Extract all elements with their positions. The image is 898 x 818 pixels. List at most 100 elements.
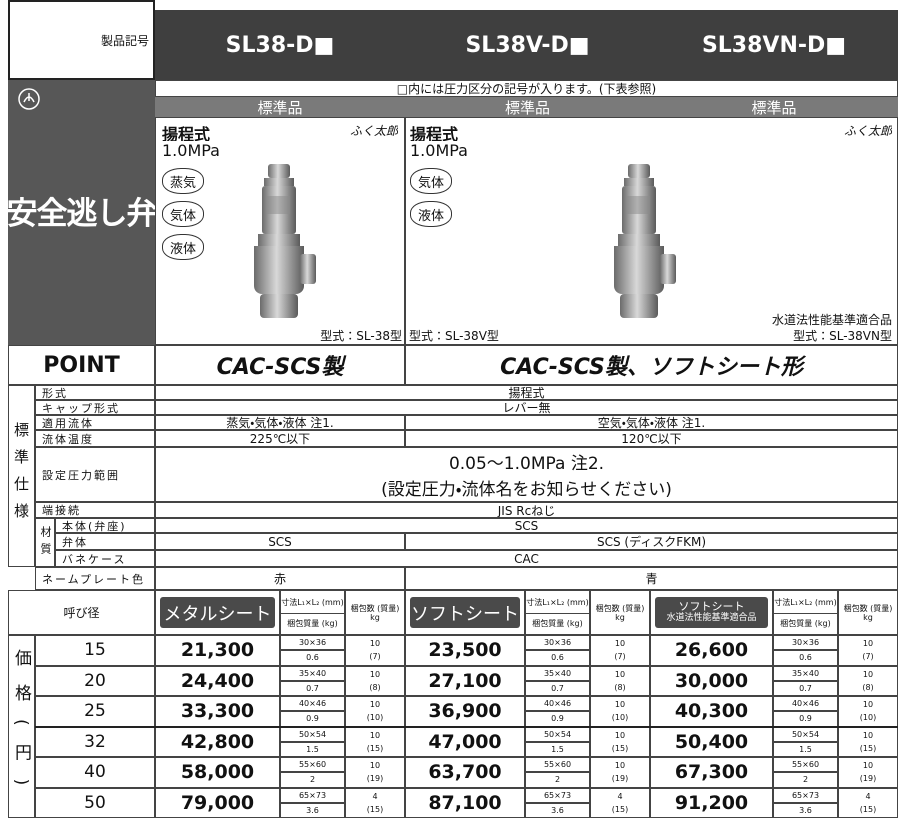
dims: 65×73 bbox=[525, 787, 590, 803]
pack-weight: (8) bbox=[862, 682, 874, 692]
spec-label: 端接続 bbox=[35, 502, 155, 518]
weight-label: 梱包質量 (kg) bbox=[525, 613, 590, 633]
pack: 10 bbox=[614, 761, 626, 771]
pack: 10 bbox=[369, 669, 381, 679]
dims: 55×60 bbox=[280, 757, 345, 773]
pack-cell bbox=[590, 635, 650, 666]
weight: 2 bbox=[280, 772, 345, 788]
seat-badge: ソフトシート bbox=[410, 597, 520, 628]
price: 79,000 bbox=[155, 787, 280, 818]
weight: 0.9 bbox=[525, 711, 590, 727]
spec-label: 適用流体 bbox=[35, 415, 155, 430]
spec-value: 225℃以下 bbox=[155, 430, 405, 447]
weight: 0.6 bbox=[280, 650, 345, 666]
spec-label: バネケース bbox=[55, 550, 155, 567]
standard-bar bbox=[155, 97, 898, 117]
spec-label: 形式 bbox=[35, 385, 155, 400]
spec-label: 弁体 bbox=[55, 533, 155, 550]
price: 36,900 bbox=[405, 696, 525, 727]
dims: 65×73 bbox=[280, 787, 345, 803]
pack: 10 bbox=[862, 639, 874, 649]
dim-label: 寸法L₁×L₂ (mm) bbox=[281, 597, 344, 607]
weight: 1.5 bbox=[280, 741, 345, 757]
dims: 35×40 bbox=[525, 665, 590, 681]
price: 87,100 bbox=[405, 787, 525, 818]
header-bar bbox=[155, 10, 898, 80]
dims: 35×40 bbox=[773, 665, 838, 681]
pack-weight: (8) bbox=[614, 682, 626, 692]
note: □内には圧力区分の記号が入ります。(下表参照) bbox=[155, 80, 898, 97]
price: 40,300 bbox=[650, 696, 773, 727]
price-head-cell bbox=[650, 590, 773, 635]
price: 42,800 bbox=[155, 726, 280, 757]
pack-weight: (10) bbox=[366, 713, 384, 723]
pack-weight: (19) bbox=[366, 774, 384, 784]
pack-weight: (15) bbox=[859, 804, 877, 814]
seat-badge: ソフトシート 水道法性能基準適合品 bbox=[655, 597, 768, 628]
dim-label: 寸法L₁×L₂ (mm) bbox=[774, 597, 837, 607]
spec-value: 揚程式 bbox=[155, 385, 898, 400]
standard-label: 標準品 bbox=[257, 98, 303, 117]
dims: 50×54 bbox=[525, 726, 590, 742]
weight: 0.7 bbox=[525, 680, 590, 696]
weight: 0.9 bbox=[280, 711, 345, 727]
pack-weight: (7) bbox=[369, 652, 381, 662]
valve-image bbox=[254, 164, 316, 318]
pack-weight: (7) bbox=[614, 652, 626, 662]
point-item: CAC-SCS製 bbox=[155, 345, 405, 385]
size: 32 bbox=[35, 726, 155, 757]
pack: 10 bbox=[862, 669, 874, 679]
standard-label: 標準品 bbox=[751, 98, 797, 117]
pack: 4 bbox=[372, 791, 378, 801]
product-type: 揚程式 bbox=[410, 125, 459, 141]
price: 27,100 bbox=[405, 665, 525, 696]
weight: 1.5 bbox=[773, 741, 838, 757]
category: 安全逃し弁 bbox=[8, 195, 155, 232]
pack-weight: (15) bbox=[611, 804, 629, 814]
spec-value: CAC bbox=[155, 550, 898, 567]
pack: 10 bbox=[369, 761, 381, 771]
spec-value: 蒸気・気体・液体 注1. bbox=[155, 415, 405, 430]
product-type: 揚程式 bbox=[162, 125, 211, 141]
price: 33,300 bbox=[155, 696, 280, 727]
dim-head-cell bbox=[280, 590, 345, 635]
pack: 10 bbox=[614, 669, 626, 679]
size: 20 bbox=[35, 665, 155, 696]
spec-value: レバー無 bbox=[155, 400, 898, 415]
pack-weight: (15) bbox=[366, 743, 384, 753]
standard-label: 標準品 bbox=[504, 98, 550, 117]
price: 24,400 bbox=[155, 665, 280, 696]
weight-label: 梱包質量 (kg) bbox=[280, 613, 345, 633]
logo bbox=[18, 88, 40, 110]
pack-weight: (15) bbox=[366, 804, 384, 814]
dims: 30×36 bbox=[280, 635, 345, 651]
weight: 3.6 bbox=[280, 802, 345, 818]
model-label: 型式：SL-38V型 bbox=[409, 329, 499, 343]
fluid-badge: 液体 bbox=[162, 234, 204, 260]
pack-cell bbox=[590, 665, 650, 696]
fluid-badge: 蒸気 bbox=[162, 168, 204, 194]
dims: 65×73 bbox=[773, 787, 838, 803]
spec-value-line: 0.05～1.0MPa 注2. bbox=[448, 454, 605, 475]
spec-value-line: (設定圧力・流体名をお知らせください) bbox=[381, 479, 672, 500]
pack-label: 梱包数 (質量) kg bbox=[590, 590, 650, 635]
spec-value: JIS Rcねじ bbox=[155, 502, 898, 518]
pack-weight: (10) bbox=[859, 713, 877, 723]
weight: 3.6 bbox=[773, 802, 838, 818]
dims: 50×54 bbox=[280, 726, 345, 742]
dims: 55×60 bbox=[525, 757, 590, 773]
spec-value: 120℃以下 bbox=[405, 430, 898, 447]
product-pressure: 1.0MPa bbox=[410, 141, 468, 160]
weight: 0.7 bbox=[773, 680, 838, 696]
pack-label: 梱包数 (質量) kg bbox=[838, 590, 898, 635]
pack: 4 bbox=[617, 791, 623, 801]
spec-value: 青 bbox=[405, 567, 898, 590]
price: 67,300 bbox=[650, 757, 773, 788]
certification: 水道法性能基準適合品 bbox=[771, 313, 892, 327]
point-label: POINT bbox=[8, 345, 155, 385]
weight: 0.7 bbox=[280, 680, 345, 696]
weight: 2 bbox=[773, 772, 838, 788]
pack: 10 bbox=[369, 700, 381, 710]
fluid-badge: 気体 bbox=[162, 201, 204, 227]
